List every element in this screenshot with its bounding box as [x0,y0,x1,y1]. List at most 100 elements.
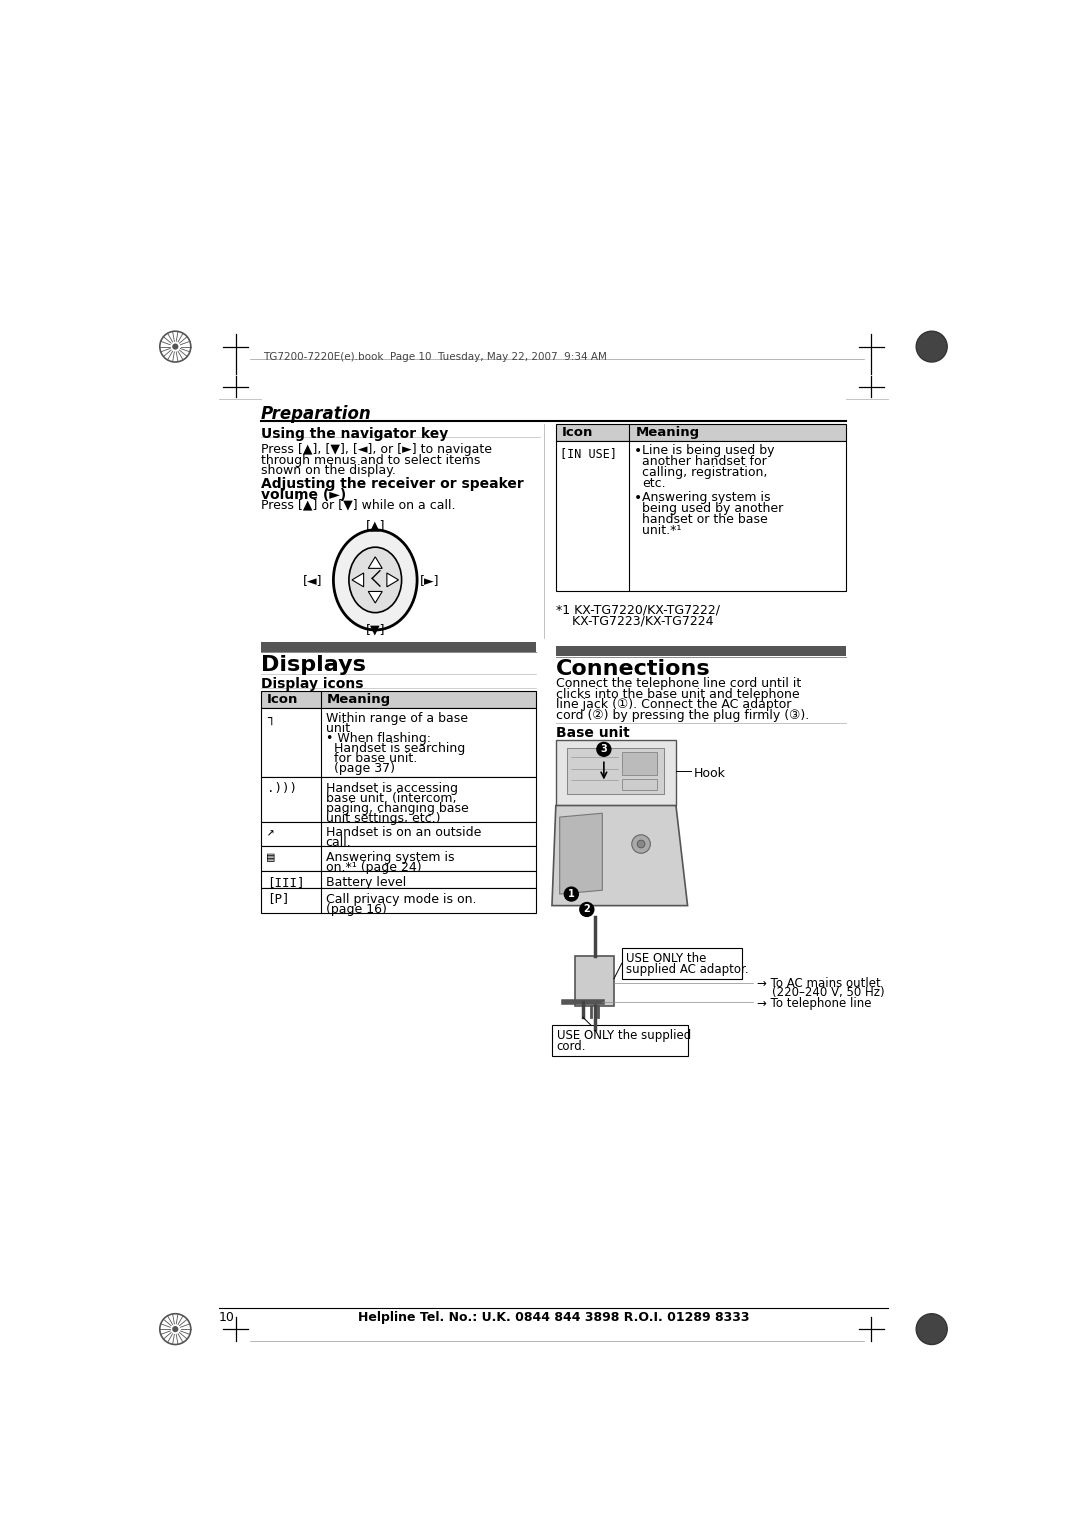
Text: [▼]: [▼] [365,623,384,636]
Text: 2: 2 [583,905,590,914]
Text: Connections: Connections [556,659,711,680]
Text: 1: 1 [568,889,575,898]
Text: Within range of a base: Within range of a base [326,712,468,726]
Text: base unit. (intercom,: base unit. (intercom, [326,792,456,805]
Bar [260,847,537,871]
Text: Handset is accessing: Handset is accessing [326,782,458,795]
Text: Base unit: Base unit [556,726,630,740]
Text: Hook: Hook [693,767,726,779]
Text: call.: call. [326,836,351,850]
Text: USE ONLY the: USE ONLY the [626,952,706,964]
Text: •: • [634,445,643,458]
Bar [260,822,537,847]
Text: [▲]: [▲] [365,520,384,533]
Text: Icon: Icon [562,426,593,439]
Text: calling, registration,: calling, registration, [642,466,767,478]
Text: Handset is searching: Handset is searching [326,743,464,755]
Text: Battery level: Battery level [326,876,406,889]
Bar [260,871,537,888]
Text: [◄]: [◄] [303,575,323,588]
Polygon shape [352,573,364,587]
Text: 10: 10 [218,1311,234,1325]
Text: ▤: ▤ [267,851,274,863]
Text: • When flashing:: • When flashing: [326,732,431,746]
Text: cord.: cord. [556,1039,586,1053]
Text: Display icons: Display icons [260,677,363,691]
Text: being used by another: being used by another [642,503,783,515]
Text: paging, changing base: paging, changing base [326,802,469,814]
Text: another handset for: another handset for [642,455,767,468]
Text: ┐: ┐ [267,712,274,726]
Text: ↗: ↗ [267,827,274,839]
Polygon shape [559,813,603,894]
Ellipse shape [349,547,402,613]
Text: *1 KX-TG7220/KX-TG7222/: *1 KX-TG7220/KX-TG7222/ [556,604,720,617]
Bar [556,423,847,440]
Text: [III]: [III] [267,876,305,889]
Text: through menus and to select items: through menus and to select items [260,454,480,466]
Bar [260,888,537,912]
Text: Handset is on an outside: Handset is on an outside [326,827,481,839]
Circle shape [172,344,178,350]
Text: [►]: [►] [420,575,440,588]
Bar [622,947,742,979]
Text: on.*¹ (page 24): on.*¹ (page 24) [326,860,421,874]
Ellipse shape [334,530,417,630]
Bar [556,646,847,656]
Text: Preparation: Preparation [260,405,372,423]
Text: Meaning: Meaning [327,694,391,706]
Circle shape [916,332,947,362]
Text: Answering system is: Answering system is [326,851,455,863]
Text: supplied AC adaptor.: supplied AC adaptor. [626,963,748,975]
Text: etc.: etc. [642,477,665,490]
Circle shape [172,1326,178,1332]
Text: unit settings, etc.): unit settings, etc.) [326,811,441,825]
Text: Using the navigator key: Using the navigator key [260,426,448,440]
Bar [260,778,537,822]
Text: Call privacy mode is on.: Call privacy mode is on. [326,892,476,906]
Bar [622,752,657,775]
Text: USE ONLY the supplied: USE ONLY the supplied [556,1028,691,1042]
Bar [622,779,657,790]
Text: [P]: [P] [267,892,289,906]
Text: Connect the telephone line cord until it: Connect the telephone line cord until it [556,677,801,691]
Text: Answering system is: Answering system is [642,492,770,504]
Bar [576,955,613,1005]
Bar [567,747,664,795]
Bar [260,691,537,707]
Text: shown on the display.: shown on the display. [260,465,395,477]
Text: Helpline Tel. No.: U.K. 0844 844 3898 R.O.I. 01289 8333: Helpline Tel. No.: U.K. 0844 844 3898 R.… [357,1311,750,1325]
Text: •: • [634,492,643,506]
Polygon shape [368,556,382,568]
Text: Displays: Displays [260,654,365,674]
Text: Meaning: Meaning [636,426,700,439]
Text: handset or the base: handset or the base [642,513,768,526]
Bar [260,707,537,778]
Circle shape [565,888,578,902]
Text: line jack (①). Connect the AC adaptor: line jack (①). Connect the AC adaptor [556,698,792,712]
Polygon shape [552,805,688,906]
Text: unit: unit [326,723,350,735]
Text: 3: 3 [600,744,607,755]
Bar [556,740,676,805]
Text: Line is being used by: Line is being used by [642,445,774,457]
Text: → To AC mains outlet: → To AC mains outlet [757,978,881,990]
Circle shape [597,743,611,756]
Bar [556,440,847,591]
Polygon shape [368,591,382,604]
Text: (220–240 V, 50 Hz): (220–240 V, 50 Hz) [757,987,885,999]
Bar [260,642,537,651]
Text: TG7200-7220E(e).book  Page 10  Tuesday, May 22, 2007  9:34 AM: TG7200-7220E(e).book Page 10 Tuesday, Ma… [262,351,607,362]
Circle shape [637,840,645,848]
Polygon shape [387,573,399,587]
Text: [IN USE]: [IN USE] [559,446,617,460]
Circle shape [916,1314,947,1345]
Text: Adjusting the receiver or speaker: Adjusting the receiver or speaker [260,477,524,490]
Text: clicks into the base unit and telephone: clicks into the base unit and telephone [556,688,799,701]
Text: Press [▲], [▼], [◄], or [►] to navigate: Press [▲], [▼], [◄], or [►] to navigate [260,443,491,455]
Text: (page 37): (page 37) [326,762,394,775]
Circle shape [580,903,594,917]
Text: Icon: Icon [267,694,298,706]
Text: Press [▲] or [▼] while on a call.: Press [▲] or [▼] while on a call. [260,498,455,512]
Text: cord (②) by pressing the plug firmly (③).: cord (②) by pressing the plug firmly (③)… [556,709,809,723]
